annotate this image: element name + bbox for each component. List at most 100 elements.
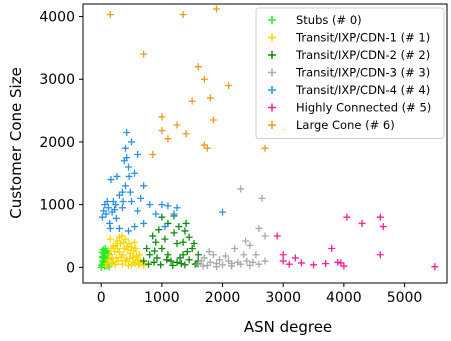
data-point-series-2 — [146, 251, 154, 259]
data-point-series-6 — [140, 50, 148, 58]
data-point-series-2 — [181, 227, 189, 235]
data-point-series-4 — [131, 169, 139, 177]
data-point-series-1 — [117, 253, 125, 261]
x-axis-label: ASN degree — [244, 318, 332, 336]
data-point-series-5 — [279, 257, 287, 265]
data-point-series-6 — [209, 116, 217, 124]
data-point-series-4 — [107, 176, 115, 184]
data-point-series-4 — [112, 214, 120, 222]
data-point-series-5 — [358, 219, 366, 227]
data-point-series-1 — [132, 245, 140, 253]
data-point-series-3 — [199, 262, 207, 270]
x-ticks: 0 1000 2000 3000 4000 5000 — [97, 283, 422, 306]
data-point-series-4 — [113, 172, 121, 180]
data-point-series-5 — [279, 251, 287, 259]
data-point-series-3 — [242, 237, 250, 245]
data-point-series-3 — [205, 248, 213, 256]
legend-marker — [268, 86, 276, 94]
data-point-series-4 — [173, 204, 181, 212]
data-point-series-1 — [135, 251, 143, 259]
data-point-series-4 — [170, 210, 178, 218]
data-point-series-4 — [106, 224, 114, 232]
data-point-series-4 — [140, 219, 148, 227]
data-point-series-2 — [143, 245, 151, 253]
data-point-series-5 — [343, 213, 351, 221]
data-point-series-2 — [176, 254, 184, 262]
data-point-series-4 — [125, 172, 133, 180]
data-point-series-2 — [179, 238, 187, 246]
data-point-series-4 — [152, 210, 160, 218]
data-point-series-2 — [179, 251, 187, 259]
data-point-series-6 — [206, 94, 214, 102]
data-point-series-6 — [188, 97, 196, 105]
data-point-series-2 — [149, 232, 157, 240]
y-tick-label: 1000 — [39, 198, 75, 214]
data-point-series-3 — [246, 261, 254, 269]
data-point-series-3 — [219, 261, 227, 269]
legend-label: Transit/IXP/CDN-3 (# 3) — [295, 66, 430, 80]
data-point-series-2 — [182, 219, 190, 227]
data-point-series-4 — [103, 197, 111, 205]
data-point-series-3 — [200, 254, 208, 262]
data-point-series-4 — [118, 204, 126, 212]
data-point-series-5 — [310, 261, 318, 269]
data-point-series-1 — [123, 243, 131, 251]
data-point-series-1 — [117, 240, 125, 248]
data-point-series-2 — [150, 258, 158, 266]
data-point-series-6 — [225, 82, 233, 90]
legend-marker — [268, 51, 276, 59]
data-point-series-6 — [200, 141, 208, 149]
data-point-series-2 — [183, 248, 191, 256]
data-point-series-2 — [157, 261, 165, 269]
data-point-series-1 — [121, 257, 129, 265]
data-point-series-4 — [120, 157, 128, 165]
data-point-series-4 — [111, 206, 119, 214]
x-tick-label: 2000 — [205, 290, 241, 306]
data-point-series-6 — [203, 144, 211, 152]
data-point-series-3 — [246, 241, 254, 249]
data-point-series-0 — [98, 248, 106, 256]
data-point-series-2 — [175, 223, 183, 231]
data-point-series-4 — [128, 138, 136, 146]
data-point-series-3 — [209, 251, 217, 259]
data-point-series-2 — [164, 251, 172, 259]
data-point-series-3 — [261, 232, 269, 240]
legend-label: Transit/IXP/CDN-4 (# 4) — [295, 83, 430, 97]
legend-box — [255, 7, 445, 139]
data-point-series-3 — [240, 251, 248, 259]
data-point-series-5 — [337, 259, 345, 267]
data-point-series-3 — [249, 258, 257, 266]
data-point-series-4 — [102, 210, 110, 218]
data-point-series-3 — [222, 252, 230, 260]
data-point-series-2 — [164, 219, 172, 227]
data-point-series-6 — [261, 144, 269, 152]
data-point-series-4 — [115, 191, 123, 199]
points-layer — [97, 5, 439, 271]
data-point-series-3 — [228, 262, 236, 270]
data-point-series-5 — [291, 254, 299, 262]
data-point-series-4 — [134, 150, 142, 158]
data-point-series-5 — [322, 260, 330, 268]
data-point-series-1 — [115, 248, 123, 256]
legend-label: Transit/IXP/CDN-1 (# 1) — [295, 31, 430, 45]
legend-label: Stubs (# 0) — [296, 13, 362, 27]
legend-label: Transit/IXP/CDN-2 (# 2) — [295, 48, 430, 62]
data-point-series-4 — [134, 207, 142, 215]
data-point-series-4 — [98, 213, 106, 221]
data-point-series-6 — [149, 150, 157, 158]
data-point-series-1 — [118, 260, 126, 268]
legend-label: Large Cone (# 6) — [296, 118, 395, 132]
x-tick-label: 4000 — [326, 290, 362, 306]
y-tick-label: 2000 — [39, 135, 75, 151]
data-point-series-1 — [108, 260, 116, 268]
data-point-series-5 — [340, 262, 348, 270]
data-point-series-5 — [379, 223, 387, 231]
data-point-series-1 — [118, 232, 126, 240]
data-point-series-4 — [104, 204, 112, 212]
data-point-series-1 — [131, 238, 139, 246]
data-point-series-1 — [134, 256, 142, 264]
data-point-series-2 — [169, 261, 177, 269]
legend-marker — [268, 33, 276, 42]
data-point-series-1 — [104, 256, 112, 264]
